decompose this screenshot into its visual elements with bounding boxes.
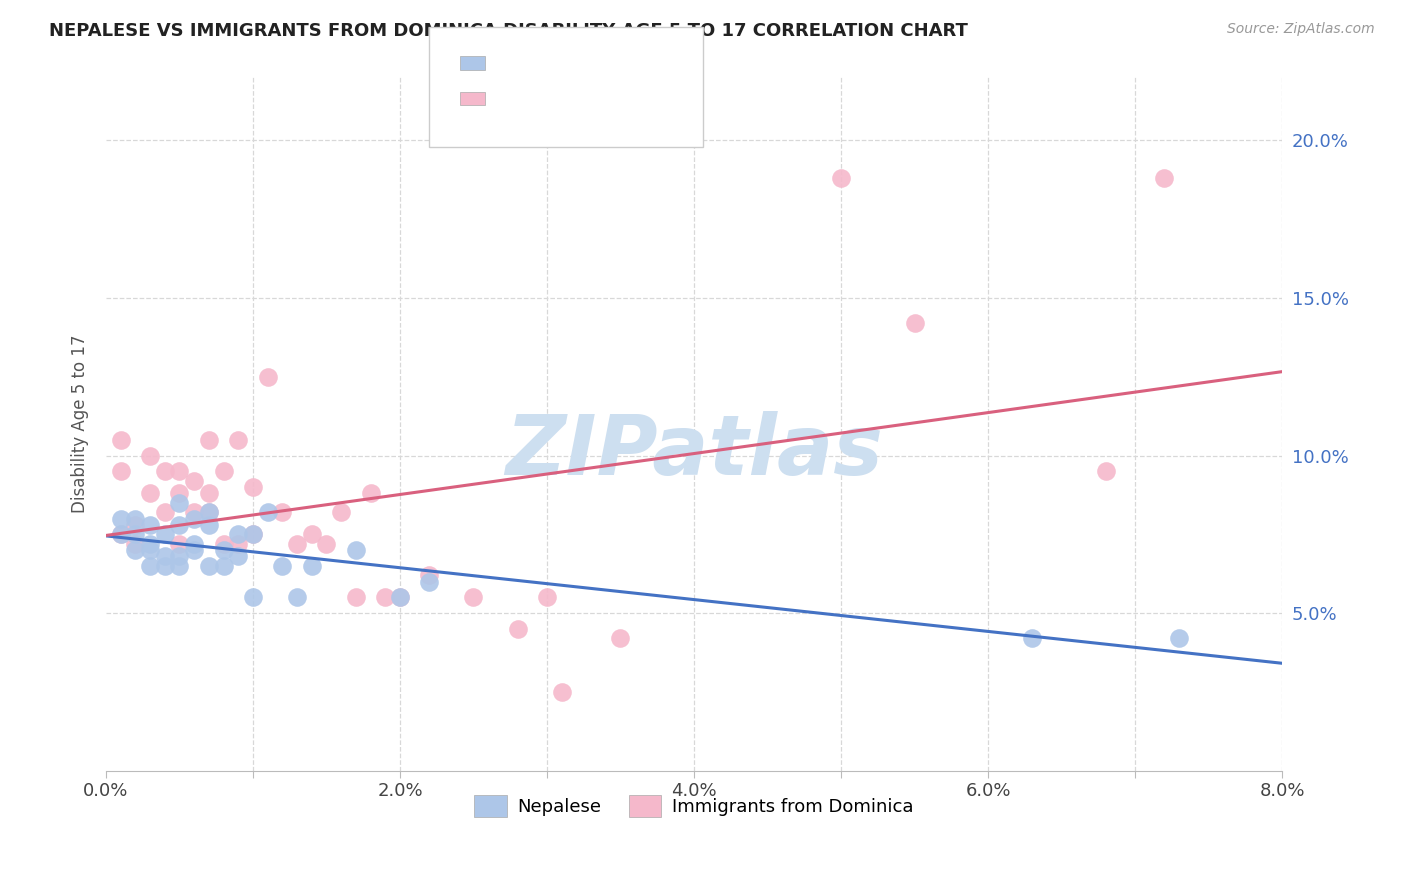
Point bbox=[198, 433, 221, 447]
Point bbox=[242, 527, 264, 541]
Point bbox=[212, 464, 235, 478]
Point bbox=[139, 486, 162, 500]
Text: -0.526: -0.526 bbox=[538, 46, 603, 64]
Text: Source: ZipAtlas.com: Source: ZipAtlas.com bbox=[1227, 22, 1375, 37]
Point bbox=[169, 537, 191, 551]
Text: NEPALESE VS IMMIGRANTS FROM DOMINICA DISABILITY AGE 5 TO 17 CORRELATION CHART: NEPALESE VS IMMIGRANTS FROM DOMINICA DIS… bbox=[49, 22, 969, 40]
Point bbox=[1094, 464, 1116, 478]
Point bbox=[198, 486, 221, 500]
Point bbox=[374, 591, 396, 605]
Point bbox=[183, 537, 205, 551]
Point bbox=[344, 591, 367, 605]
Text: 0.256: 0.256 bbox=[538, 82, 607, 100]
Legend: Nepalese, Immigrants from Dominica: Nepalese, Immigrants from Dominica bbox=[467, 788, 921, 824]
Point bbox=[903, 316, 925, 330]
Point bbox=[124, 537, 146, 551]
Point bbox=[153, 527, 176, 541]
Point bbox=[536, 591, 558, 605]
Point bbox=[360, 486, 382, 500]
Point bbox=[139, 449, 162, 463]
Point bbox=[212, 558, 235, 573]
Text: N =: N = bbox=[606, 46, 650, 64]
Text: ZIPatlas: ZIPatlas bbox=[505, 411, 883, 492]
Point bbox=[256, 369, 278, 384]
Point bbox=[198, 505, 221, 519]
Point bbox=[110, 464, 132, 478]
Point bbox=[301, 527, 323, 541]
Point bbox=[1021, 632, 1043, 646]
Text: R =: R = bbox=[496, 82, 540, 100]
Point bbox=[418, 574, 440, 589]
Point bbox=[388, 591, 411, 605]
Point bbox=[153, 558, 176, 573]
Point bbox=[418, 568, 440, 582]
Point bbox=[226, 433, 249, 447]
Point bbox=[226, 549, 249, 564]
Point bbox=[271, 558, 294, 573]
Point bbox=[198, 517, 221, 532]
Point bbox=[139, 517, 162, 532]
Y-axis label: Disability Age 5 to 17: Disability Age 5 to 17 bbox=[72, 334, 89, 513]
Point bbox=[226, 527, 249, 541]
Point bbox=[183, 543, 205, 558]
Point bbox=[212, 543, 235, 558]
Text: 43: 43 bbox=[644, 82, 669, 100]
Text: R =: R = bbox=[496, 46, 540, 64]
Point bbox=[124, 527, 146, 541]
Point bbox=[301, 558, 323, 573]
Point bbox=[124, 543, 146, 558]
Point bbox=[1168, 632, 1191, 646]
Point bbox=[183, 505, 205, 519]
Point bbox=[110, 527, 132, 541]
Point bbox=[285, 591, 308, 605]
Point bbox=[198, 558, 221, 573]
Point bbox=[344, 543, 367, 558]
Point bbox=[139, 558, 162, 573]
Point bbox=[183, 511, 205, 525]
Point bbox=[330, 505, 353, 519]
Point bbox=[124, 511, 146, 525]
Point bbox=[153, 464, 176, 478]
Point bbox=[110, 527, 132, 541]
Point bbox=[139, 543, 162, 558]
Point bbox=[242, 480, 264, 494]
Point bbox=[169, 558, 191, 573]
Point bbox=[198, 505, 221, 519]
Point bbox=[110, 511, 132, 525]
Point bbox=[169, 486, 191, 500]
Point bbox=[110, 433, 132, 447]
Point bbox=[124, 517, 146, 532]
Point bbox=[830, 171, 852, 186]
Point bbox=[169, 517, 191, 532]
Point bbox=[285, 537, 308, 551]
Point bbox=[226, 537, 249, 551]
Point bbox=[169, 496, 191, 510]
Point bbox=[242, 591, 264, 605]
Point bbox=[169, 549, 191, 564]
Point bbox=[183, 474, 205, 488]
Point bbox=[388, 591, 411, 605]
Point bbox=[315, 537, 337, 551]
Text: N =: N = bbox=[606, 82, 650, 100]
Point bbox=[212, 537, 235, 551]
Point bbox=[242, 527, 264, 541]
Point bbox=[463, 591, 485, 605]
Point bbox=[550, 685, 572, 699]
Point bbox=[139, 537, 162, 551]
Point bbox=[256, 505, 278, 519]
Point bbox=[271, 505, 294, 519]
Point bbox=[609, 632, 631, 646]
Point bbox=[1153, 171, 1175, 186]
Point bbox=[506, 622, 529, 636]
Point bbox=[153, 505, 176, 519]
Point bbox=[169, 464, 191, 478]
Point bbox=[153, 549, 176, 564]
Text: 37: 37 bbox=[644, 46, 669, 64]
